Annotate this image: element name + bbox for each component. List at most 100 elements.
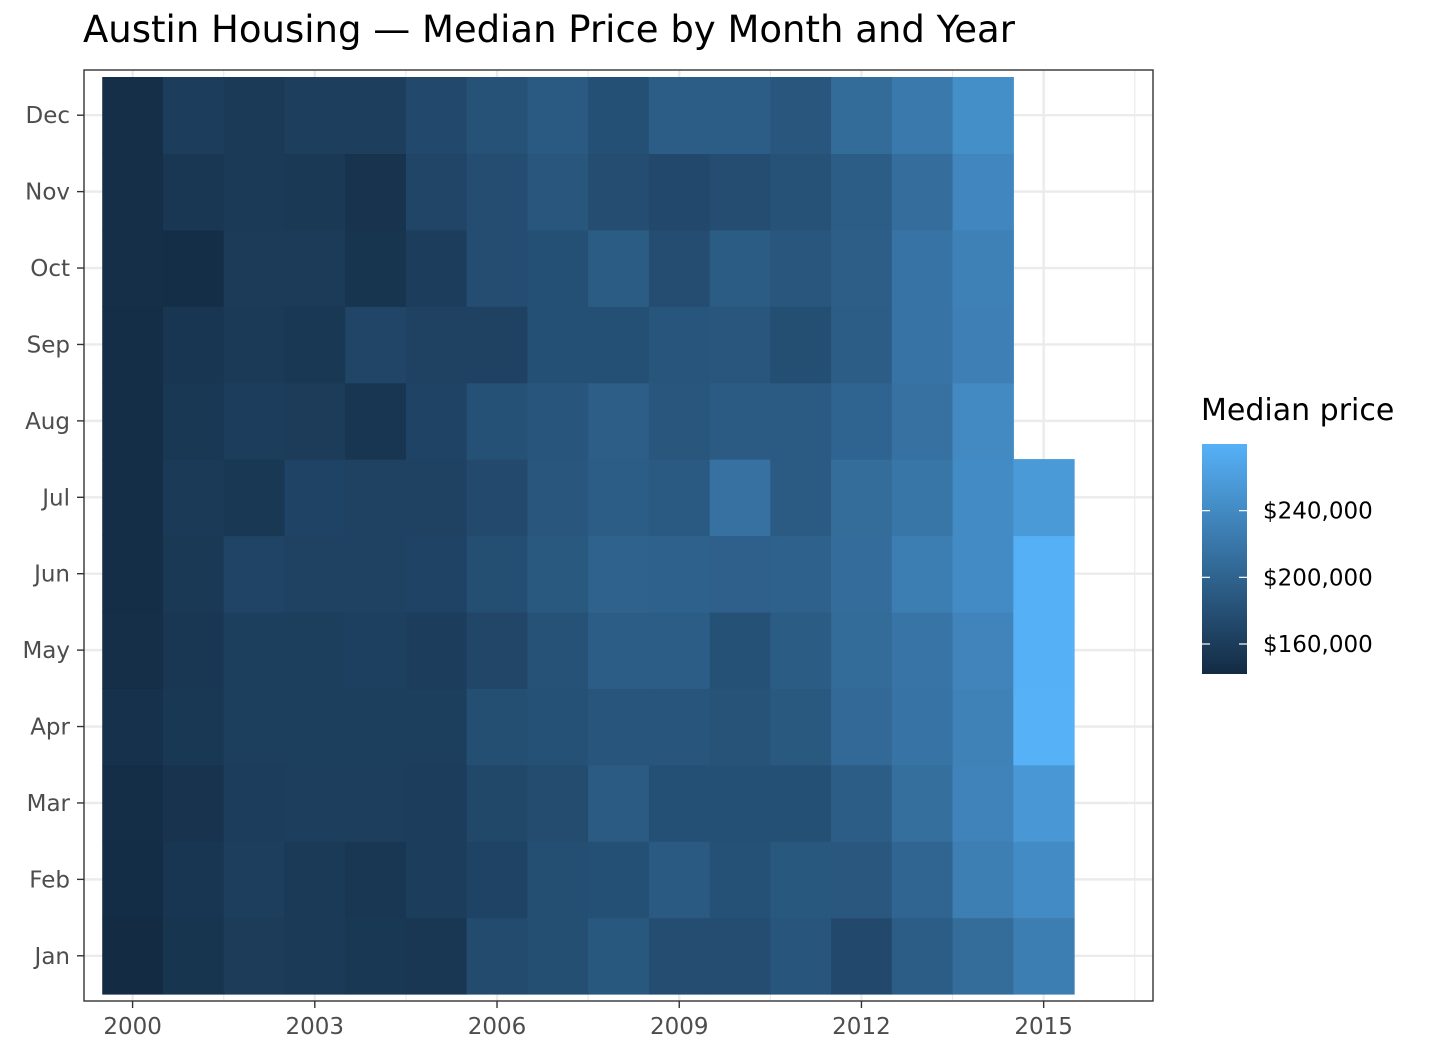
heatmap-tile	[952, 306, 1014, 384]
heatmap-tile	[527, 764, 589, 842]
heatmap-tile	[709, 229, 771, 307]
heatmap-tile	[527, 229, 589, 307]
heatmap-tile	[648, 382, 711, 460]
heatmap-tile	[770, 229, 832, 307]
chart-title: Austin Housing — Median Price by Month a…	[83, 8, 1015, 51]
heatmap-tile	[588, 153, 650, 231]
heatmap-tile	[527, 306, 589, 384]
heatmap-tile	[952, 382, 1014, 460]
heatmap-tile	[648, 459, 711, 537]
heatmap-tile	[588, 229, 650, 307]
heatmap-tile	[891, 459, 954, 537]
heatmap-tile	[284, 688, 346, 766]
heatmap-tile	[284, 611, 346, 689]
heatmap-tile	[1013, 917, 1075, 995]
y-tick-label: Nov	[25, 180, 70, 206]
y-tick-label: May	[22, 638, 70, 664]
y-tick-label: Jul	[40, 485, 70, 511]
heatmap-tile	[648, 306, 711, 384]
heatmap-tile	[1013, 611, 1075, 689]
heatmap-tile	[1013, 459, 1075, 537]
y-tick-label: Mar	[27, 791, 71, 817]
heatmap-tile	[102, 382, 164, 460]
heatmap-tile	[831, 611, 893, 689]
heatmap-tile	[831, 306, 893, 384]
heatmap-tile	[831, 382, 893, 460]
heatmap-tile	[223, 841, 286, 919]
heatmap-tile	[405, 535, 468, 613]
heatmap-tile	[345, 153, 407, 231]
y-tick-label: Dec	[25, 103, 70, 129]
heatmap-tile	[162, 764, 225, 842]
heatmap-tile	[588, 917, 650, 995]
heatmap-tile	[466, 229, 528, 307]
heatmap-tile	[952, 77, 1014, 155]
heatmap-tile	[709, 841, 771, 919]
heatmap-tile	[952, 764, 1014, 842]
heatmap-tile	[405, 917, 468, 995]
heatmap-tile	[891, 229, 954, 307]
heatmap-tile	[345, 229, 407, 307]
y-tick-label: Oct	[30, 256, 70, 282]
heatmap-tile	[102, 917, 164, 995]
heatmap-tile	[162, 77, 225, 155]
heatmap-tile	[588, 382, 650, 460]
heatmap-tile	[223, 77, 286, 155]
heatmap-tile	[345, 535, 407, 613]
heatmap-tile	[831, 764, 893, 842]
heatmap-tile	[466, 382, 528, 460]
heatmap-tile	[223, 229, 286, 307]
heatmap-tile	[588, 535, 650, 613]
heatmap-tile	[831, 229, 893, 307]
heatmap-tile	[770, 382, 832, 460]
heatmap-tile	[345, 688, 407, 766]
heatmap-tile	[345, 841, 407, 919]
heatmap-tile	[162, 382, 225, 460]
heatmap-tile	[102, 535, 164, 613]
heatmap-tile	[162, 688, 225, 766]
legend-title: Median price	[1201, 393, 1395, 428]
heatmap-tile	[1013, 535, 1075, 613]
y-tick-label: Sep	[27, 332, 70, 358]
heatmap-tile	[162, 611, 225, 689]
heatmap-tile	[102, 77, 164, 155]
heatmap-tile	[162, 229, 225, 307]
heatmap-tile	[284, 841, 346, 919]
heatmap-tile	[831, 459, 893, 537]
heatmap-tile	[891, 917, 954, 995]
heatmap-tile	[284, 535, 346, 613]
legend-colorbar	[1202, 444, 1247, 674]
heatmap-tile	[648, 917, 711, 995]
heatmap-tile	[1013, 688, 1075, 766]
heatmap-tile	[102, 764, 164, 842]
heatmap-tile	[102, 611, 164, 689]
heatmap-tile	[284, 306, 346, 384]
heatmap-tile	[952, 229, 1014, 307]
heatmap-tile	[648, 535, 711, 613]
heatmap-tile	[648, 77, 711, 155]
heatmap-tile	[102, 841, 164, 919]
heatmap-tile	[405, 229, 468, 307]
heatmap-tile	[709, 382, 771, 460]
heatmap-tile	[831, 917, 893, 995]
heatmap-tile	[891, 764, 954, 842]
legend-label: $200,000	[1263, 565, 1373, 591]
heatmap-tile	[952, 841, 1014, 919]
heatmap-tile	[466, 306, 528, 384]
heatmap-tile	[1013, 764, 1075, 842]
heatmap-tile	[1013, 841, 1075, 919]
heatmap-tile	[527, 153, 589, 231]
heatmap-tile	[345, 917, 407, 995]
heatmap-tile	[405, 688, 468, 766]
heatmap-tile	[952, 459, 1014, 537]
heatmap-tile	[891, 77, 954, 155]
heatmap-tile	[345, 77, 407, 155]
heatmap-tile	[284, 153, 346, 231]
heatmap-tile	[588, 841, 650, 919]
heatmap-tile	[405, 306, 468, 384]
heatmap-tile	[466, 153, 528, 231]
heatmap-tile	[162, 153, 225, 231]
heatmap-tile	[891, 688, 954, 766]
heatmap-tile	[891, 382, 954, 460]
heatmap-tile	[162, 535, 225, 613]
